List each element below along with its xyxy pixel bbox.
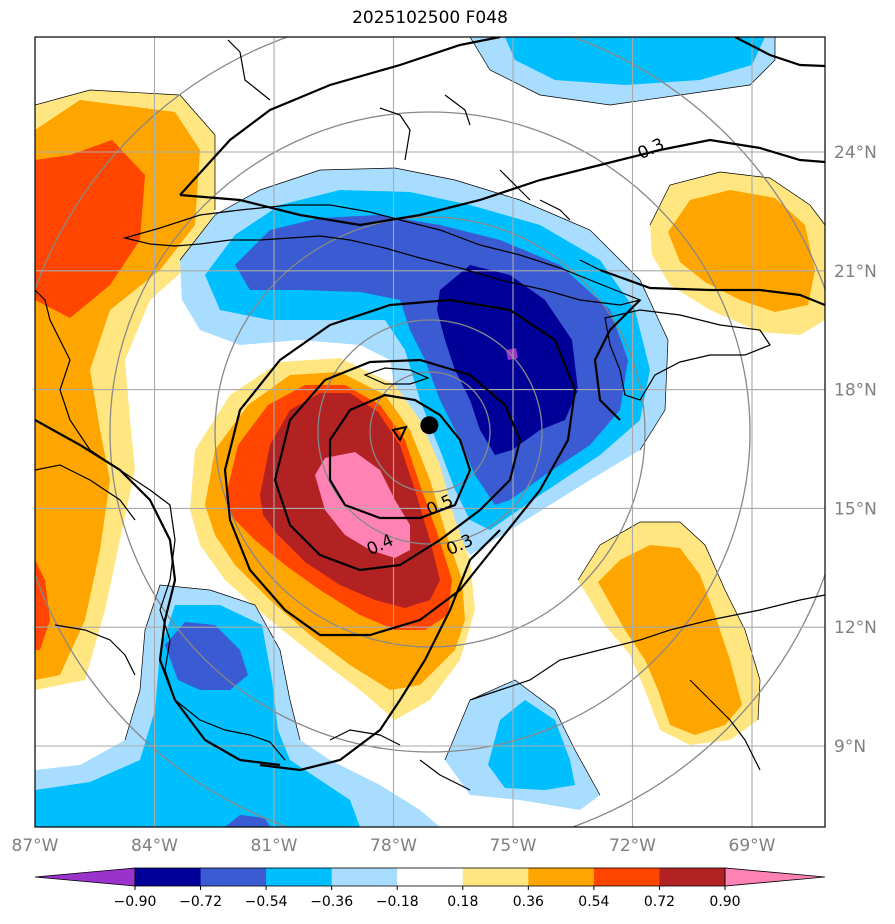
y-tick-label: 24°N [834, 143, 877, 163]
x-tick-label: 69°W [729, 836, 776, 856]
grid-lines [35, 37, 825, 827]
y-tick-label: 9°N [834, 737, 866, 757]
x-tick-label: 78°W [370, 836, 417, 856]
map-plot: 0.30.50.4 0.3 87°W 84°W 81°W 78°W 75°W 72°W 69°… [12, 36, 877, 856]
colorbar-swatch [135, 868, 202, 886]
colorbar: −0.90 −0.72 −0.54 −0.36 −0.18 0.18 0.36 0.54 0.7… [34, 867, 826, 910]
colorbar-swatch [266, 868, 333, 886]
thin-contours [35, 37, 825, 796]
colorbar-swatch [528, 868, 595, 886]
contour-label: 0.3 [635, 135, 668, 165]
colorbar-swatch [593, 868, 660, 886]
coastlines [35, 39, 825, 791]
fill-region-left-red [35, 140, 145, 318]
map-content: 0.30.50.4 0.3 [35, 37, 825, 827]
colorbar-swatch [659, 868, 726, 886]
colorbar-tick-label: 0.90 [709, 894, 740, 910]
colorbar-swatch [462, 868, 529, 886]
colorbar-tick-label: −0.90 [114, 894, 157, 910]
storm-center-marker [391, 416, 439, 442]
y-tick-label: 21°N [834, 262, 877, 282]
colorbar-labels: −0.90 −0.72 −0.54 −0.36 −0.18 0.18 0.36 0.54 0.7… [114, 886, 741, 910]
fill-region-br-blue [488, 700, 575, 790]
fill-region-bottom-royal2 [225, 815, 270, 827]
colorbar-frame [134, 867, 726, 887]
storm-center-dot [420, 416, 439, 435]
x-tick-label: 72°W [609, 836, 656, 856]
storm-track-triangle [391, 425, 408, 442]
y-axis-ticks: 9°N 12°N 15°N 18°N 21°N 24°N [834, 143, 877, 757]
colorbar-swatches [34, 867, 826, 887]
y-tick-label: 18°N [834, 381, 877, 401]
fill-region-center-purple [506, 348, 518, 360]
chart-title: 2025102500 F048 [352, 8, 508, 28]
colorbar-tick-label: 0.72 [644, 894, 675, 910]
y-tick-label: 12°N [834, 618, 877, 638]
colorbar-tick-label: −0.72 [179, 894, 222, 910]
colorbar-extend-low [34, 867, 136, 887]
colorbar-tick-label: −0.36 [310, 894, 353, 910]
x-tick-label: 87°W [12, 836, 59, 856]
fill-region-storm-pink [315, 452, 410, 558]
colorbar-tick-label: 0.54 [578, 894, 609, 910]
colorbar-tick-label: 0.36 [513, 894, 544, 910]
colorbar-extend-high [724, 867, 826, 887]
y-tick-label: 15°N [834, 499, 877, 519]
x-tick-label: 81°W [251, 836, 298, 856]
colorbar-tick-label: 0.18 [447, 894, 478, 910]
colorbar-swatch [200, 868, 267, 886]
range-rings [35, 37, 825, 827]
colorbar-swatch [331, 868, 398, 886]
fill-region-right-top-orange [668, 190, 815, 312]
colorbar-swatch [397, 868, 464, 886]
thick-contours [35, 37, 825, 772]
colorbar-tick-label: −0.18 [376, 894, 419, 910]
x-tick-label: 84°W [131, 836, 178, 856]
x-tick-label: 75°W [490, 836, 537, 856]
fill-region-top-blue-inner [505, 37, 765, 85]
fill-region-right-bottom-orange [598, 545, 742, 735]
colorbar-tick-label: −0.54 [245, 894, 288, 910]
x-axis-ticks: 87°W 84°W 81°W 78°W 75°W 72°W 69°W [12, 836, 776, 856]
fill-region-bottom-blue [35, 605, 360, 827]
plot-frame [34, 36, 826, 828]
fill-region-center-navy [437, 265, 578, 455]
